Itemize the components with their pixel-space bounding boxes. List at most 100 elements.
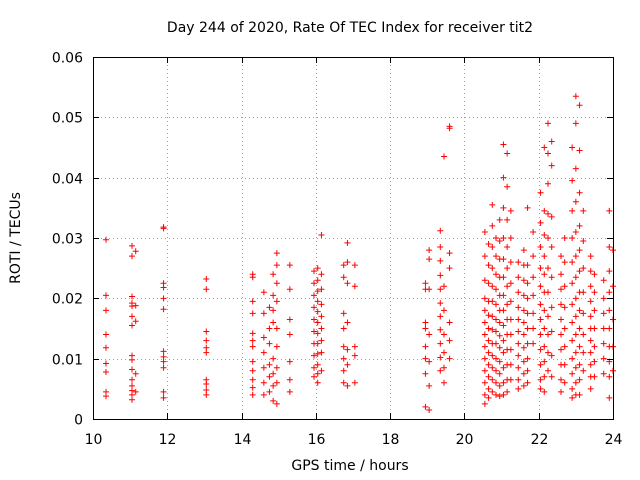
- data-point: [507, 361, 514, 368]
- data-point: [580, 238, 587, 245]
- data-point: [446, 319, 453, 326]
- data-point: [441, 153, 447, 160]
- data-point: [537, 265, 544, 272]
- data-point: [489, 283, 496, 290]
- data-point: [496, 358, 503, 365]
- y-tick-label: 0.04: [52, 172, 83, 188]
- data-point: [576, 343, 583, 350]
- data-point: [504, 183, 511, 190]
- data-point: [422, 325, 429, 332]
- data-point: [426, 382, 433, 389]
- data-point: [340, 325, 347, 332]
- data-point: [515, 316, 522, 323]
- data-point: [576, 307, 583, 314]
- data-point: [340, 355, 347, 362]
- data-point: [537, 385, 544, 392]
- data-point: [500, 337, 507, 344]
- data-point: [572, 120, 579, 127]
- data-point: [576, 361, 583, 368]
- data-point: [580, 331, 587, 338]
- data-point: [481, 253, 488, 260]
- x-tick-label: 20: [456, 432, 474, 448]
- data-point: [580, 310, 587, 317]
- data-point: [437, 257, 444, 264]
- grid-lines: [93, 57, 613, 419]
- data-point: [591, 343, 598, 350]
- y-tick-label: 0: [74, 413, 83, 429]
- data-point: [524, 204, 531, 211]
- data-point: [132, 370, 139, 377]
- data-point: [314, 350, 321, 357]
- data-point: [273, 280, 280, 287]
- data-point: [318, 271, 325, 278]
- data-point: [314, 330, 321, 337]
- data-point: [507, 280, 514, 287]
- data-point: [548, 274, 555, 281]
- data-point: [286, 388, 293, 395]
- data-point: [132, 388, 139, 395]
- data-point: [572, 198, 579, 205]
- data-point: [314, 370, 321, 377]
- data-point: [493, 379, 499, 386]
- data-point: [318, 301, 325, 308]
- data-point: [103, 360, 109, 367]
- data-point: [504, 265, 511, 272]
- data-point: [520, 370, 527, 377]
- data-point: [524, 379, 531, 386]
- data-point: [485, 394, 492, 401]
- data-point: [515, 385, 522, 392]
- data-point: [496, 216, 503, 223]
- x-tick-label: 24: [605, 432, 623, 448]
- data-point: [537, 346, 544, 353]
- data-point: [606, 289, 613, 296]
- data-point: [273, 343, 280, 350]
- data-point: [600, 370, 607, 377]
- data-point: [569, 207, 576, 214]
- data-point: [569, 370, 576, 377]
- data-point: [507, 331, 514, 338]
- data-point: [558, 271, 564, 278]
- data-point: [541, 271, 548, 278]
- data-point: [314, 379, 321, 386]
- data-point: [203, 286, 210, 293]
- data-point: [129, 253, 135, 260]
- data-point: [493, 328, 499, 335]
- data-point: [446, 355, 453, 362]
- data-point: [576, 147, 583, 154]
- data-point: [314, 308, 321, 315]
- x-tick-label: 16: [308, 432, 326, 448]
- data-point: [591, 307, 598, 314]
- data-point: [504, 150, 511, 157]
- data-point: [481, 295, 488, 302]
- data-point: [545, 265, 551, 272]
- data-point: [489, 244, 496, 251]
- y-axis-title: ROTI / TECUs: [8, 192, 24, 284]
- data-point: [311, 364, 317, 371]
- data-point: [504, 301, 511, 308]
- data-point: [520, 277, 527, 284]
- data-point: [103, 393, 109, 400]
- axis-ticks: [93, 57, 614, 420]
- data-point: [340, 310, 347, 317]
- data-point: [426, 256, 433, 263]
- data-point: [446, 265, 453, 272]
- axis-tick-labels: 10 12 14 16 18 20 22 24 0 0.01 0.02 0.03 0.04 0.05 0.0…: [52, 51, 623, 449]
- data-point: [530, 325, 537, 332]
- data-point: [485, 325, 492, 332]
- data-point: [426, 331, 433, 338]
- data-point: [489, 326, 496, 333]
- data-point: [545, 313, 551, 320]
- data-point: [558, 253, 564, 260]
- data-point: [496, 319, 503, 326]
- data-point: [481, 343, 488, 350]
- data-point: [129, 313, 135, 320]
- data-point: [524, 295, 531, 302]
- data-point: [318, 337, 325, 344]
- data-point: [600, 355, 607, 362]
- data-point: [572, 93, 579, 100]
- data-point: [249, 310, 256, 317]
- data-point: [561, 379, 568, 386]
- data-point: [587, 283, 594, 290]
- data-point: [541, 373, 548, 380]
